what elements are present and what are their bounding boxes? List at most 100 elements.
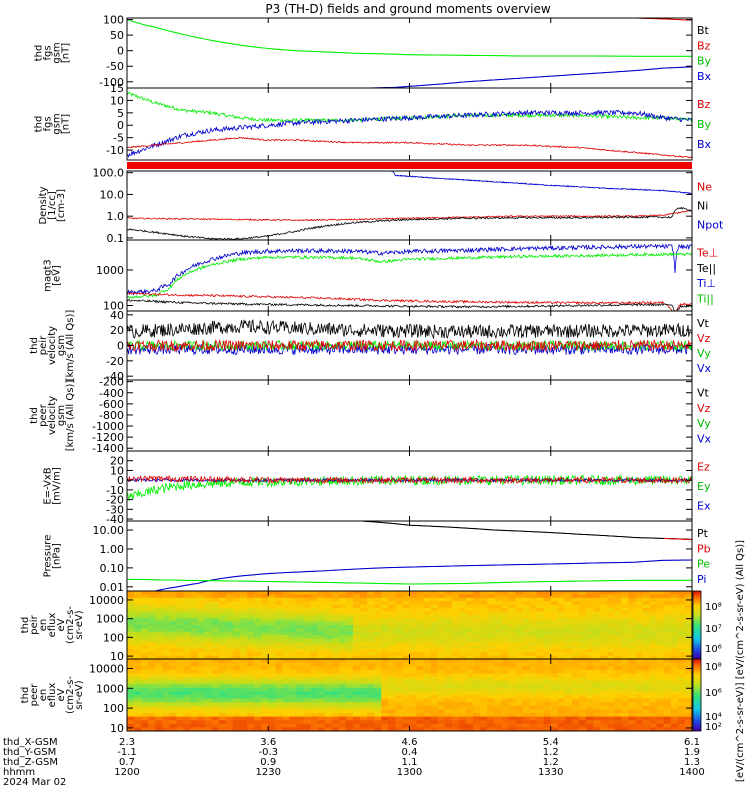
spectrogram-cell	[536, 631, 545, 636]
spectrogram-cell	[593, 652, 601, 657]
spectrogram-cell	[183, 669, 192, 674]
spectrogram-cell	[635, 601, 644, 606]
spectrogram-cell	[360, 659, 368, 664]
spectrogram-cell	[677, 677, 686, 682]
spectrogram-cell	[642, 608, 651, 612]
spectrogram-cell	[557, 695, 566, 700]
spectrogram-cell	[649, 691, 658, 696]
time-tick-label: 1200	[114, 767, 139, 778]
spectrogram-cell	[586, 601, 594, 606]
spectrogram-cell	[670, 638, 679, 643]
spectrogram-cell	[473, 648, 481, 653]
spectrogram-cell	[487, 621, 495, 626]
spectrogram-cell	[416, 705, 425, 710]
spectrogram-cell	[649, 648, 658, 653]
spectrogram-cell	[197, 691, 206, 696]
spectrogram-cell	[473, 673, 481, 678]
y-tick-label: 0.10	[100, 562, 125, 575]
spectrogram-cell	[409, 608, 418, 612]
spectrogram-cell	[423, 677, 432, 682]
spectrogram-cell	[247, 645, 255, 650]
spectrogram-cell	[593, 702, 601, 707]
spectrogram-cell	[127, 687, 135, 692]
spectrogram-cell	[663, 597, 672, 602]
spectrogram-cell	[586, 684, 594, 689]
spectrogram-cell	[282, 684, 291, 689]
spectrogram-cell	[204, 591, 213, 595]
spectrogram-cell	[289, 687, 298, 692]
spectrogram-cell	[155, 716, 163, 721]
spectrogram-cell	[635, 666, 644, 671]
spectrogram-cell	[579, 662, 587, 667]
ephem-value: 1.2	[543, 747, 559, 758]
spectrogram-cell	[402, 723, 411, 728]
spectrogram-cell	[211, 642, 220, 646]
spectrogram-cell	[614, 604, 622, 609]
spectrogram-cell	[579, 666, 587, 671]
spectrogram-cell	[466, 677, 474, 682]
spectrogram-cell	[663, 645, 672, 650]
spectrogram-cell	[367, 614, 375, 619]
spectrogram-cell	[628, 652, 637, 657]
spectrogram-cell	[275, 655, 283, 659]
spectrogram-cell	[621, 594, 630, 599]
spectrogram-cell	[466, 669, 474, 674]
spectrogram-cell	[367, 702, 375, 707]
spectrogram-cell	[289, 652, 298, 657]
spectrogram-cell	[338, 669, 347, 674]
spectrogram-cell	[423, 716, 432, 721]
spectrogram-cell	[522, 604, 531, 609]
spectrogram-cell	[317, 608, 326, 612]
spectrogram-cell	[353, 720, 361, 725]
spectrogram-cell	[621, 727, 630, 731]
spectrogram-cell	[529, 720, 538, 725]
spectrogram-cell	[564, 604, 573, 609]
spectrogram-cell	[649, 687, 658, 692]
spectrogram-cell	[275, 645, 283, 650]
spectrogram-cell	[536, 642, 545, 646]
spectrogram-cell	[607, 628, 615, 633]
spectrogram-cell	[338, 727, 347, 731]
spectrogram-cell	[536, 608, 545, 612]
spectrogram-cell	[458, 713, 467, 718]
legend-entry: Ni	[697, 200, 708, 213]
spectrogram-cell	[494, 652, 502, 657]
spectrogram-cell	[607, 635, 615, 640]
spectrogram-cell	[494, 669, 502, 674]
spectrogram-cell	[360, 662, 368, 667]
spectrogram-cell	[240, 669, 248, 674]
spectrogram-cell	[247, 604, 255, 609]
spectrogram-cell	[247, 618, 255, 623]
spectrogram-cell	[367, 709, 375, 714]
spectrogram-cell	[480, 659, 488, 664]
spectrogram-cell	[529, 713, 538, 718]
spectrogram-cell	[522, 691, 531, 696]
spectrogram-cell	[353, 659, 361, 664]
spectrogram-cell	[508, 638, 517, 643]
spectrogram-cell	[317, 638, 326, 643]
spectrogram-cell	[607, 666, 615, 671]
spectrogram-cell	[487, 635, 495, 640]
spectrogram-cell	[550, 695, 559, 700]
spectrogram-cell	[670, 642, 679, 646]
spectrogram-cell	[367, 684, 375, 689]
spectrogram-cell	[409, 677, 418, 682]
spectrogram-cell	[296, 645, 305, 650]
spectrogram-cell	[176, 698, 185, 703]
spectrogram-cell	[579, 635, 587, 640]
spectrogram-cell	[148, 702, 156, 707]
spectrogram-cell	[176, 621, 185, 626]
spectrogram-cell	[296, 625, 305, 629]
spectrogram-cell	[338, 611, 347, 616]
spectrogram-cell	[550, 648, 559, 653]
spectrogram-cell	[416, 666, 425, 671]
spectrogram-cell	[303, 677, 312, 682]
spectrogram-cell	[494, 720, 502, 725]
spectrogram-cell	[458, 680, 467, 685]
spectrogram-cell	[557, 597, 566, 602]
spectrogram-cell	[473, 614, 481, 619]
spectrogram-cell	[466, 659, 474, 664]
spectrogram-cell	[416, 698, 425, 703]
spectrogram-cell	[564, 684, 573, 689]
spectrogram-cell	[663, 691, 672, 696]
